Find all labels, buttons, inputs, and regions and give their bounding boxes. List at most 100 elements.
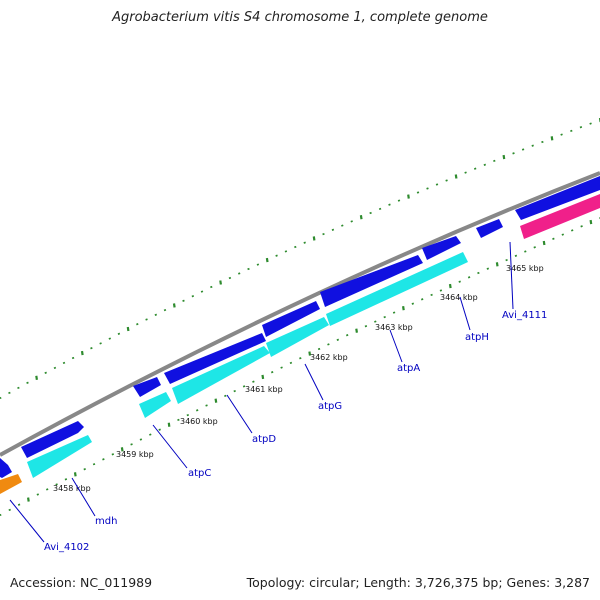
outer-tick-ring xyxy=(0,118,600,400)
gene-label-atpa[interactable]: atpA xyxy=(397,363,420,374)
major-tick xyxy=(35,375,38,380)
minor-tick xyxy=(435,183,439,186)
minor-tick xyxy=(242,385,246,388)
gene-arrow[interactable] xyxy=(320,255,423,307)
minor-tick xyxy=(369,211,372,215)
minor-tick xyxy=(210,285,213,289)
forward-genes xyxy=(0,176,600,478)
minor-tick xyxy=(17,386,20,390)
minor-tick xyxy=(464,171,467,174)
kbp-labels: 3458 kbp 3459 kbp 3460 kbp 3461 kbp 3462… xyxy=(53,264,544,493)
major-tick xyxy=(308,351,312,356)
gene-arrow[interactable] xyxy=(515,176,600,220)
minor-tick xyxy=(205,404,208,407)
minor-tick xyxy=(53,366,57,370)
gene-label-atpd[interactable]: atpD xyxy=(252,434,276,445)
minor-tick xyxy=(228,276,232,280)
minor-tick xyxy=(426,187,429,190)
minor-tick xyxy=(524,250,527,253)
major-tick xyxy=(73,472,77,477)
minor-tick xyxy=(364,325,368,328)
minor-tick xyxy=(552,237,555,240)
minor-tick xyxy=(512,152,515,155)
gene-arrow[interactable] xyxy=(422,236,461,260)
minor-tick xyxy=(289,361,293,365)
gene-arrow[interactable] xyxy=(520,194,600,239)
minor-tick xyxy=(71,356,75,360)
gene-label-atpc[interactable]: atpC xyxy=(188,468,211,479)
gene-arrow[interactable] xyxy=(326,252,468,326)
minor-tick xyxy=(445,179,448,182)
minor-tick xyxy=(331,228,335,231)
kbp-label: 3459 kbp xyxy=(116,450,154,459)
major-tick xyxy=(214,398,218,403)
minor-tick xyxy=(90,347,93,350)
kbp-label: 3460 kbp xyxy=(180,417,218,426)
minor-tick xyxy=(521,148,525,151)
minor-tick xyxy=(99,342,102,345)
gene-label-mdh[interactable]: mdh xyxy=(95,516,117,527)
gene-label-avi-4102[interactable]: Avi_4102 xyxy=(44,542,89,553)
minor-tick xyxy=(117,332,121,335)
minor-tick xyxy=(589,122,592,125)
gene-arrow[interactable] xyxy=(27,435,92,478)
gene-label-atpg[interactable]: atpG xyxy=(318,401,342,412)
gene-arrow[interactable] xyxy=(476,219,503,238)
gene-label-atph[interactable]: atpH xyxy=(465,332,489,343)
minor-tick xyxy=(580,225,583,228)
major-tick xyxy=(261,374,265,380)
minor-tick xyxy=(560,133,563,136)
gene-arrow[interactable] xyxy=(133,377,161,397)
map-title: Agrobacterium vitis S4 chromosome 1, com… xyxy=(112,10,488,25)
minor-tick xyxy=(430,293,433,297)
minor-tick xyxy=(322,232,325,236)
gene-arrow[interactable] xyxy=(21,421,84,458)
kbp-label: 3463 kbp xyxy=(375,323,413,332)
gene-arrow[interactable] xyxy=(0,474,22,494)
minor-tick xyxy=(473,167,477,170)
minor-tick xyxy=(26,381,29,384)
minor-tick xyxy=(541,140,544,144)
gene-arrow[interactable] xyxy=(172,346,270,404)
minor-tick xyxy=(62,361,66,365)
gene-arrow[interactable] xyxy=(262,301,320,337)
major-tick xyxy=(126,326,130,332)
minor-tick xyxy=(0,396,2,400)
reverse-genes xyxy=(0,194,600,494)
minor-tick xyxy=(182,299,185,302)
minor-tick xyxy=(0,513,2,517)
minor-tick xyxy=(388,203,391,206)
minor-tick xyxy=(493,159,496,163)
minor-tick xyxy=(416,191,420,194)
minor-tick xyxy=(186,413,190,417)
minor-tick xyxy=(303,241,306,244)
minor-tick xyxy=(233,389,236,393)
minor-tick xyxy=(350,220,353,223)
gene-label-avi-4111[interactable]: Avi_4111 xyxy=(502,310,547,321)
minor-tick xyxy=(439,289,443,292)
minor-tick xyxy=(163,308,167,312)
accession-text: Accession: NC_011989 xyxy=(10,575,153,590)
minor-tick xyxy=(8,508,11,512)
minor-tick xyxy=(570,129,573,133)
gene-arrow[interactable] xyxy=(164,333,266,384)
minor-tick xyxy=(411,302,415,305)
minor-tick xyxy=(531,144,534,147)
kbp-label: 3462 kbp xyxy=(310,353,348,362)
major-tick xyxy=(120,447,124,452)
minor-tick xyxy=(191,295,195,298)
gene-arrow[interactable] xyxy=(0,458,12,478)
major-tick xyxy=(265,257,269,263)
minor-tick xyxy=(149,433,152,436)
gene-arrow[interactable] xyxy=(266,317,329,357)
minor-tick xyxy=(8,391,11,395)
minor-tick xyxy=(92,463,96,466)
gene-arrow[interactable] xyxy=(139,392,171,418)
major-tick xyxy=(502,154,506,160)
minor-tick xyxy=(108,337,112,340)
major-tick xyxy=(359,215,363,220)
major-tick xyxy=(589,219,593,225)
minor-tick xyxy=(270,371,274,374)
minor-tick xyxy=(252,380,255,383)
